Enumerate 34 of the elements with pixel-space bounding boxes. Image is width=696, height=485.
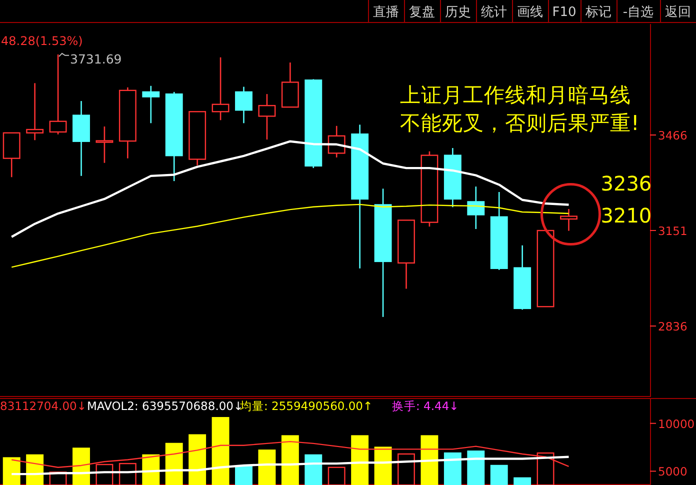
line-series <box>10 456 570 476</box>
y-tick-label: 2836 <box>658 320 688 334</box>
text: 直播 <box>373 5 399 20</box>
text: 画线 <box>517 5 543 20</box>
candlestick <box>351 124 369 270</box>
candlestick <box>560 208 578 232</box>
annotation: 均量: 2559490560.00↑ <box>239 399 373 413</box>
annotation: 上证月工作线和月暗马线 <box>400 83 631 107</box>
annotation: 3731.69 <box>70 51 122 66</box>
y-tick-label: 10000 <box>658 416 695 431</box>
text: 复盘 <box>409 5 435 20</box>
text: 标记 <box>584 5 612 20</box>
annotation: 换手: 4.44↓ <box>392 399 459 413</box>
candlestick <box>235 86 252 124</box>
candlestick <box>118 86 136 159</box>
annotation: 48.28(1.53%) <box>1 34 83 48</box>
text: -自选 <box>622 5 654 20</box>
y-tick-label: 3151 <box>658 224 688 238</box>
candlestick <box>467 186 485 230</box>
text: 返回 <box>665 5 691 20</box>
y-tick-label: 3466 <box>658 128 688 142</box>
annotation: 不能死叉，否则后果严重! <box>400 111 640 135</box>
candlestick <box>374 188 392 318</box>
text: F10 <box>552 5 576 20</box>
annotation: 83112704.00↓ <box>0 399 86 413</box>
candlestick <box>142 85 160 124</box>
y-tick-label: 5000 <box>658 464 688 479</box>
candlestick <box>444 147 462 208</box>
text: 历史 <box>445 5 471 20</box>
text: 统计 <box>481 5 507 20</box>
candlestick <box>96 126 114 164</box>
candlestick <box>26 82 44 141</box>
candlestick <box>72 100 90 177</box>
candlestick <box>258 93 276 140</box>
